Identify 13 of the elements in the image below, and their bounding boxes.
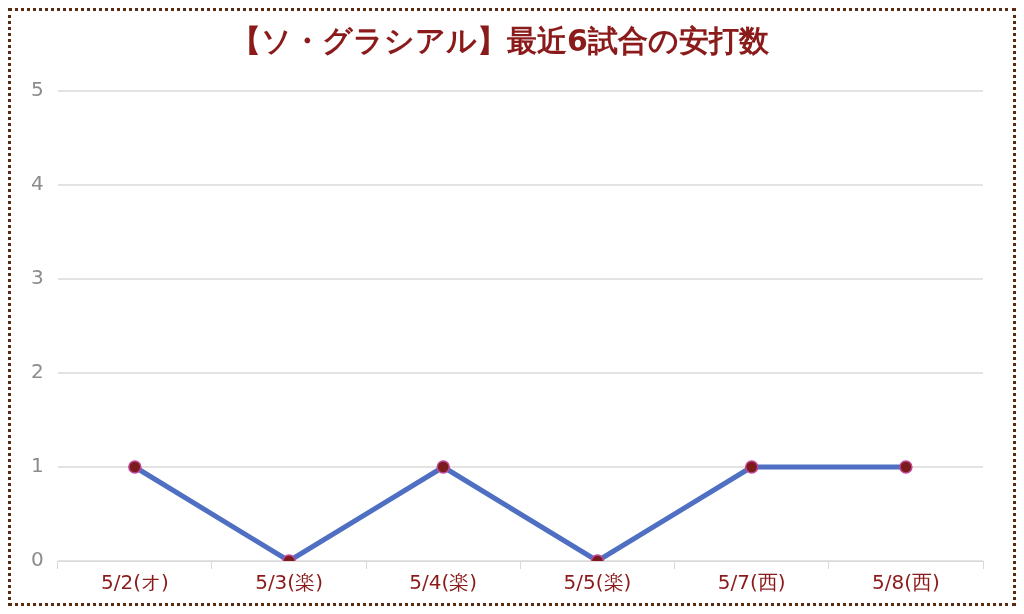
y-tick-label: 2 xyxy=(30,359,44,384)
x-tick-label: 5/2(オ) xyxy=(100,570,169,595)
x-tick-label: 5/7(西) xyxy=(717,570,786,595)
chart-title: 【ソ・グラシアル】最近6試合の安打数 xyxy=(231,22,770,58)
y-tick-label: 3 xyxy=(30,265,44,290)
x-tick-label: 5/8(西) xyxy=(872,570,940,595)
y-tick-label: 0 xyxy=(30,547,44,572)
x-tick-label: 5/3(楽) xyxy=(255,570,323,595)
x-tick-label: 5/5(楽) xyxy=(563,570,632,595)
y-tick-label: 5 xyxy=(30,77,44,102)
y-tick-label: 4 xyxy=(30,171,44,196)
y-tick-label: 1 xyxy=(30,453,44,478)
x-tick-label: 5/4(楽) xyxy=(409,570,478,595)
